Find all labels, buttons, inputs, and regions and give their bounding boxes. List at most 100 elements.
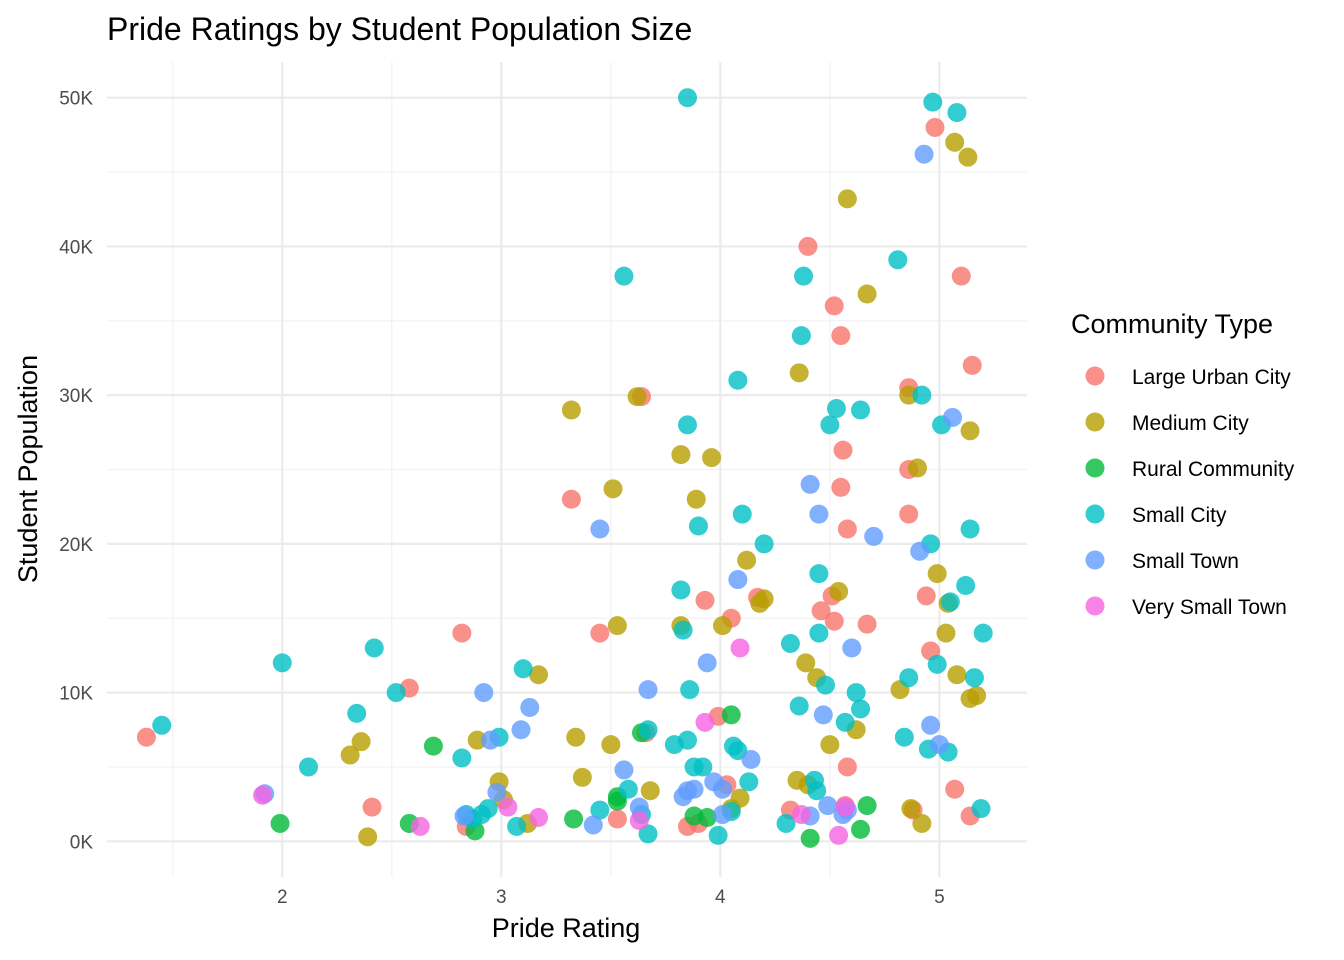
point-large-urban-city: [824, 296, 844, 316]
y-tick-label: 40K: [59, 237, 93, 258]
point-small-town: [638, 680, 658, 700]
legend-label-small-town: Small Town: [1132, 550, 1239, 573]
point-medium-city: [351, 732, 371, 752]
x-tick-label: 4: [715, 887, 726, 908]
y-tick-label: 10K: [59, 684, 93, 705]
point-small-city: [638, 720, 658, 740]
legend-key-rural-community: [1085, 458, 1105, 478]
point-medium-city: [837, 189, 857, 209]
point-small-city: [347, 703, 367, 723]
point-rural-community: [564, 809, 584, 829]
point-small-city: [590, 800, 610, 820]
point-medium-city: [796, 653, 816, 673]
point-small-city: [776, 813, 796, 833]
legend-key-small-town: [1085, 550, 1105, 570]
point-medium-city: [561, 400, 581, 420]
point-small-town: [487, 782, 507, 802]
chart-title: Pride Ratings by Student Population Size: [107, 11, 692, 47]
point-very-small-town: [791, 805, 811, 825]
point-large-urban-city: [590, 623, 610, 643]
point-very-small-town: [410, 816, 430, 836]
point-small-town: [713, 805, 733, 825]
point-very-small-town: [529, 808, 549, 828]
point-rural-community: [857, 796, 877, 816]
y-axis-tick-labels: 0K 10K 20K 30K 40K 50K: [59, 89, 93, 854]
point-small-city: [807, 781, 827, 801]
point-small-city: [947, 103, 967, 123]
legend-key-very-small-town: [1085, 596, 1105, 616]
point-small-city: [809, 564, 829, 584]
point-large-urban-city: [811, 601, 831, 621]
point-small-town: [590, 519, 610, 539]
point-medium-city: [572, 767, 592, 787]
point-medium-city: [702, 448, 722, 468]
point-small-city: [452, 748, 472, 768]
y-tick-label: 30K: [59, 386, 93, 407]
point-medium-city: [960, 421, 980, 441]
point-small-city: [923, 92, 943, 112]
x-tick-label: 5: [934, 887, 945, 908]
y-tick-label: 20K: [59, 535, 93, 556]
legend-key-large-urban-city: [1085, 366, 1105, 386]
point-medium-city: [566, 727, 586, 747]
point-rural-community: [851, 819, 871, 839]
point-small-city: [513, 659, 533, 679]
point-rural-community: [423, 736, 443, 756]
point-large-urban-city: [837, 757, 857, 777]
point-small-city: [888, 250, 908, 270]
point-small-city: [364, 638, 384, 658]
point-large-urban-city: [837, 519, 857, 539]
point-small-city: [507, 816, 527, 836]
legend-label-medium-city: Medium City: [1132, 412, 1249, 435]
point-small-town: [914, 144, 934, 164]
x-tick-label: 3: [496, 887, 507, 908]
point-medium-city: [601, 735, 621, 755]
point-small-city: [299, 757, 319, 777]
point-large-urban-city: [899, 504, 919, 524]
point-very-small-town: [253, 785, 273, 805]
point-small-town: [943, 407, 963, 427]
point-large-urban-city: [945, 779, 965, 799]
legend-title: Community Type: [1071, 309, 1273, 339]
legend-key-small-city: [1085, 504, 1105, 524]
point-small-city: [739, 772, 759, 792]
point-medium-city: [671, 445, 691, 465]
point-very-small-town: [730, 638, 750, 658]
point-small-city: [386, 683, 406, 703]
x-axis-tick-labels: 2 3 4 5: [277, 887, 945, 908]
point-small-city: [971, 799, 991, 819]
point-small-city: [826, 399, 846, 419]
y-tick-label: 50K: [59, 89, 93, 110]
point-small-town: [818, 796, 838, 816]
point-medium-city: [936, 623, 956, 643]
point-medium-city: [820, 735, 840, 755]
point-small-town: [583, 815, 603, 835]
point-medium-city: [603, 479, 623, 499]
point-small-city: [618, 779, 638, 799]
point-medium-city: [340, 745, 360, 765]
point-small-town: [629, 797, 649, 817]
point-large-urban-city: [916, 586, 936, 606]
point-small-city: [272, 653, 292, 673]
point-small-city: [638, 824, 658, 844]
point-large-urban-city: [824, 611, 844, 631]
point-small-city: [835, 712, 855, 732]
legend-label-large-urban-city: Large Urban City: [1132, 366, 1291, 389]
minor-gridlines: [107, 62, 1027, 877]
point-large-urban-city: [831, 477, 851, 497]
point-small-city: [940, 592, 960, 612]
point-very-small-town: [829, 825, 849, 845]
point-medium-city: [686, 489, 706, 509]
point-medium-city: [529, 665, 549, 685]
y-tick-label: 0K: [70, 832, 94, 853]
point-small-city: [677, 88, 697, 108]
point-small-city: [851, 699, 871, 719]
point-small-city: [693, 757, 713, 777]
point-small-city: [728, 370, 748, 390]
point-medium-city: [947, 665, 967, 685]
point-small-town: [697, 653, 717, 673]
point-medium-city: [958, 147, 978, 167]
legend-label-rural-community: Rural Community: [1132, 458, 1295, 481]
